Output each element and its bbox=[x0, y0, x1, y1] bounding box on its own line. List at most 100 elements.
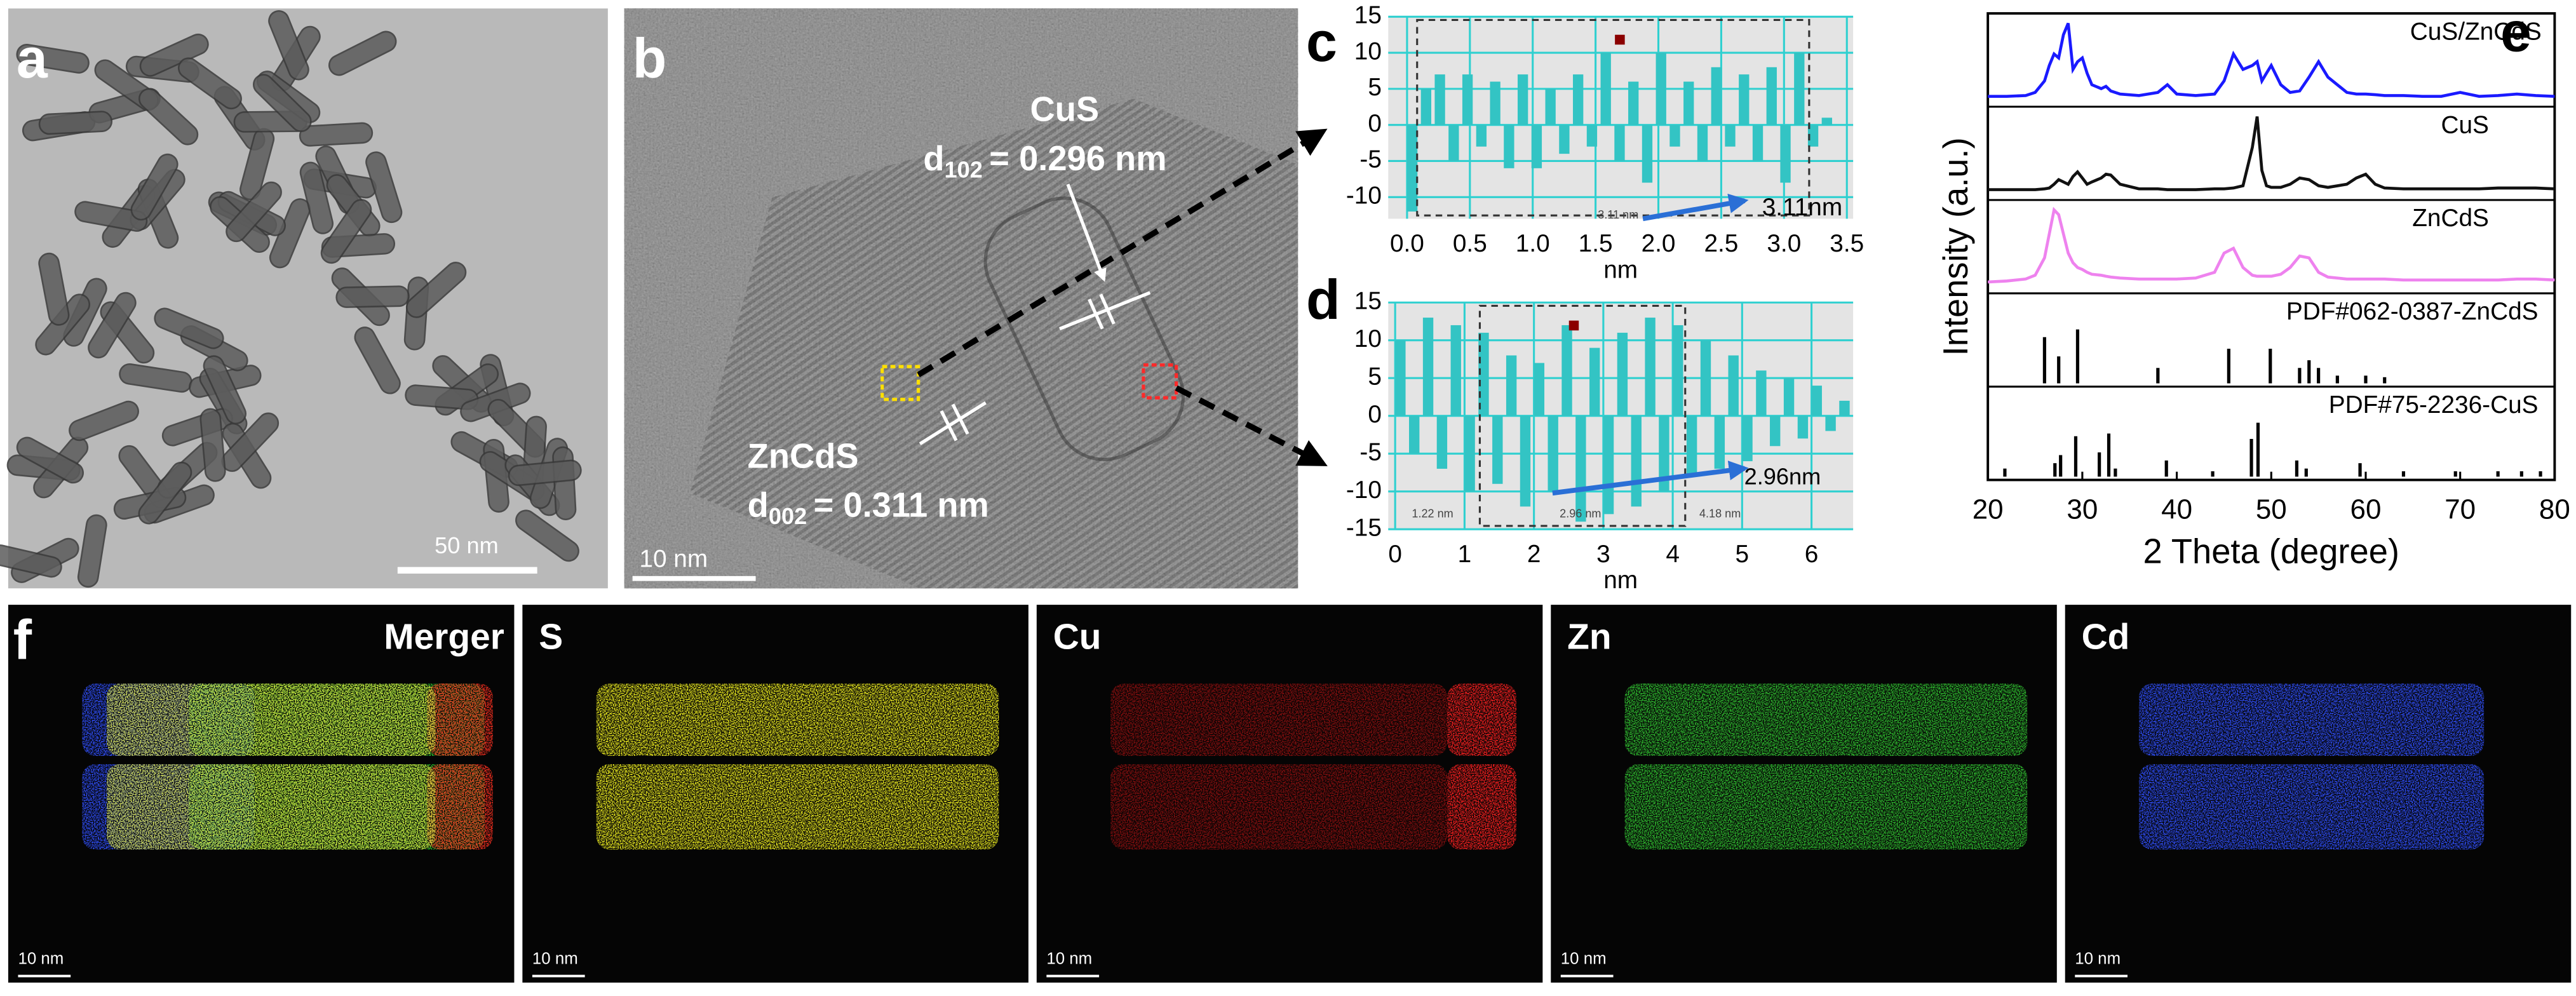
bar bbox=[1821, 118, 1832, 125]
panel-label: d bbox=[1306, 268, 1340, 331]
bar bbox=[1631, 415, 1642, 507]
scale-label: 50 nm bbox=[435, 532, 499, 558]
map-label: Cd bbox=[2082, 616, 2130, 657]
bar bbox=[1659, 415, 1669, 492]
bar bbox=[1589, 347, 1600, 416]
bar bbox=[1520, 415, 1531, 507]
legend-label: CuS bbox=[2441, 111, 2488, 138]
element-signal bbox=[1624, 764, 2028, 850]
bar bbox=[1673, 325, 1683, 416]
nanorod bbox=[552, 446, 577, 520]
nanorod bbox=[38, 111, 113, 135]
x-axis-label: 2 Theta (degree) bbox=[2143, 532, 2399, 570]
rod-outline bbox=[983, 196, 1185, 461]
panel-label: a bbox=[17, 27, 48, 90]
x-tick-label: 0 bbox=[1388, 541, 1402, 568]
bar bbox=[1683, 81, 1694, 125]
element-signal bbox=[1624, 683, 2028, 757]
annotation: 2.96nm bbox=[1744, 464, 1821, 490]
y-tick-label: -5 bbox=[1359, 438, 1381, 466]
x-tick-label: 2 bbox=[1527, 541, 1541, 568]
map-label: Merger bbox=[384, 616, 504, 657]
bar bbox=[1406, 124, 1418, 212]
element-signal bbox=[1447, 683, 1516, 757]
nanorod bbox=[252, 74, 312, 132]
y-tick-label: 0 bbox=[1368, 401, 1382, 428]
panel-label: c bbox=[1306, 10, 1337, 73]
y-tick-label: 5 bbox=[1368, 363, 1382, 390]
y-tick-label: -10 bbox=[1346, 476, 1382, 504]
spacing-value: = 0.311 nm bbox=[814, 486, 989, 525]
bar bbox=[1783, 378, 1795, 416]
scale-label: 10 nm bbox=[639, 546, 708, 573]
bar bbox=[1548, 415, 1558, 492]
legend-label: ZnCdS bbox=[2412, 205, 2489, 232]
xrd-curve bbox=[1988, 206, 2555, 284]
legend-label: PDF#75-2236-CuS bbox=[2329, 391, 2539, 419]
element-signal bbox=[427, 764, 493, 850]
bar bbox=[1752, 124, 1763, 161]
x-tick-label: 80 bbox=[2539, 494, 2570, 525]
nanorod bbox=[130, 153, 179, 221]
annotation: 3.11nm bbox=[1762, 194, 1842, 221]
bar bbox=[1780, 124, 1791, 183]
nanorod bbox=[0, 544, 62, 578]
bar bbox=[1448, 124, 1459, 161]
x-tick-label: 1.0 bbox=[1516, 230, 1550, 257]
panel-label: f bbox=[13, 608, 32, 671]
bar bbox=[1794, 53, 1805, 125]
spacing-marks bbox=[919, 291, 1151, 445]
bar bbox=[1436, 415, 1448, 469]
d: d bbox=[748, 486, 769, 525]
nanorod bbox=[405, 262, 467, 318]
bar bbox=[1711, 67, 1722, 125]
bar bbox=[1464, 415, 1475, 492]
bar bbox=[1807, 124, 1819, 147]
bar bbox=[1506, 355, 1517, 416]
bar bbox=[1725, 124, 1736, 147]
scale-label: 10 nm bbox=[2075, 950, 2121, 968]
x-tick-label: 5 bbox=[1736, 541, 1750, 568]
element-signal bbox=[427, 683, 493, 757]
scale-label: 10 nm bbox=[1046, 950, 1092, 968]
element-signal bbox=[2139, 683, 2485, 757]
nanorod bbox=[69, 400, 139, 441]
nanorod bbox=[508, 459, 582, 487]
d-spacing: d002 = 0.311 nm bbox=[748, 486, 989, 529]
y-tick-label: 15 bbox=[1354, 2, 1382, 29]
xrd-curve bbox=[1988, 116, 2555, 191]
bar bbox=[1462, 74, 1473, 125]
y-tick-label: -15 bbox=[1346, 514, 1382, 541]
x-tick-label: 0.5 bbox=[1453, 230, 1487, 257]
scale-label: 10 nm bbox=[1561, 950, 1607, 968]
nanorod bbox=[320, 199, 372, 264]
element-signal bbox=[596, 764, 999, 850]
annotation: 2.96 nm bbox=[1560, 508, 1601, 520]
x-tick-label: 60 bbox=[2350, 494, 2382, 525]
legend-label: PDF#062-0387-ZnCdS bbox=[2286, 298, 2539, 325]
x-tick-label: 30 bbox=[2067, 494, 2098, 525]
x-tick-label: 40 bbox=[2161, 494, 2192, 525]
plane-index: 102 bbox=[945, 156, 983, 182]
bar bbox=[1559, 124, 1570, 154]
nanorod bbox=[365, 151, 403, 224]
bar bbox=[1478, 332, 1489, 416]
nanorod bbox=[138, 88, 199, 145]
x-tick-label: 6 bbox=[1805, 541, 1819, 568]
y-tick-label: 10 bbox=[1354, 37, 1382, 65]
selection-box bbox=[1478, 304, 1687, 527]
plane-index: 002 bbox=[769, 503, 807, 529]
nanorod bbox=[154, 307, 224, 349]
bar bbox=[1534, 363, 1545, 416]
element-signal bbox=[1447, 764, 1516, 850]
nanorod bbox=[515, 509, 579, 562]
bar bbox=[1766, 67, 1777, 125]
x-tick-label: 50 bbox=[2256, 494, 2287, 525]
bar bbox=[1492, 415, 1503, 484]
lattice-fringes bbox=[690, 98, 1298, 589]
legend-label: CuS/ZnCdS bbox=[2410, 18, 2542, 45]
bar bbox=[1561, 325, 1572, 416]
nanorod bbox=[299, 122, 374, 147]
bar bbox=[1531, 124, 1542, 168]
